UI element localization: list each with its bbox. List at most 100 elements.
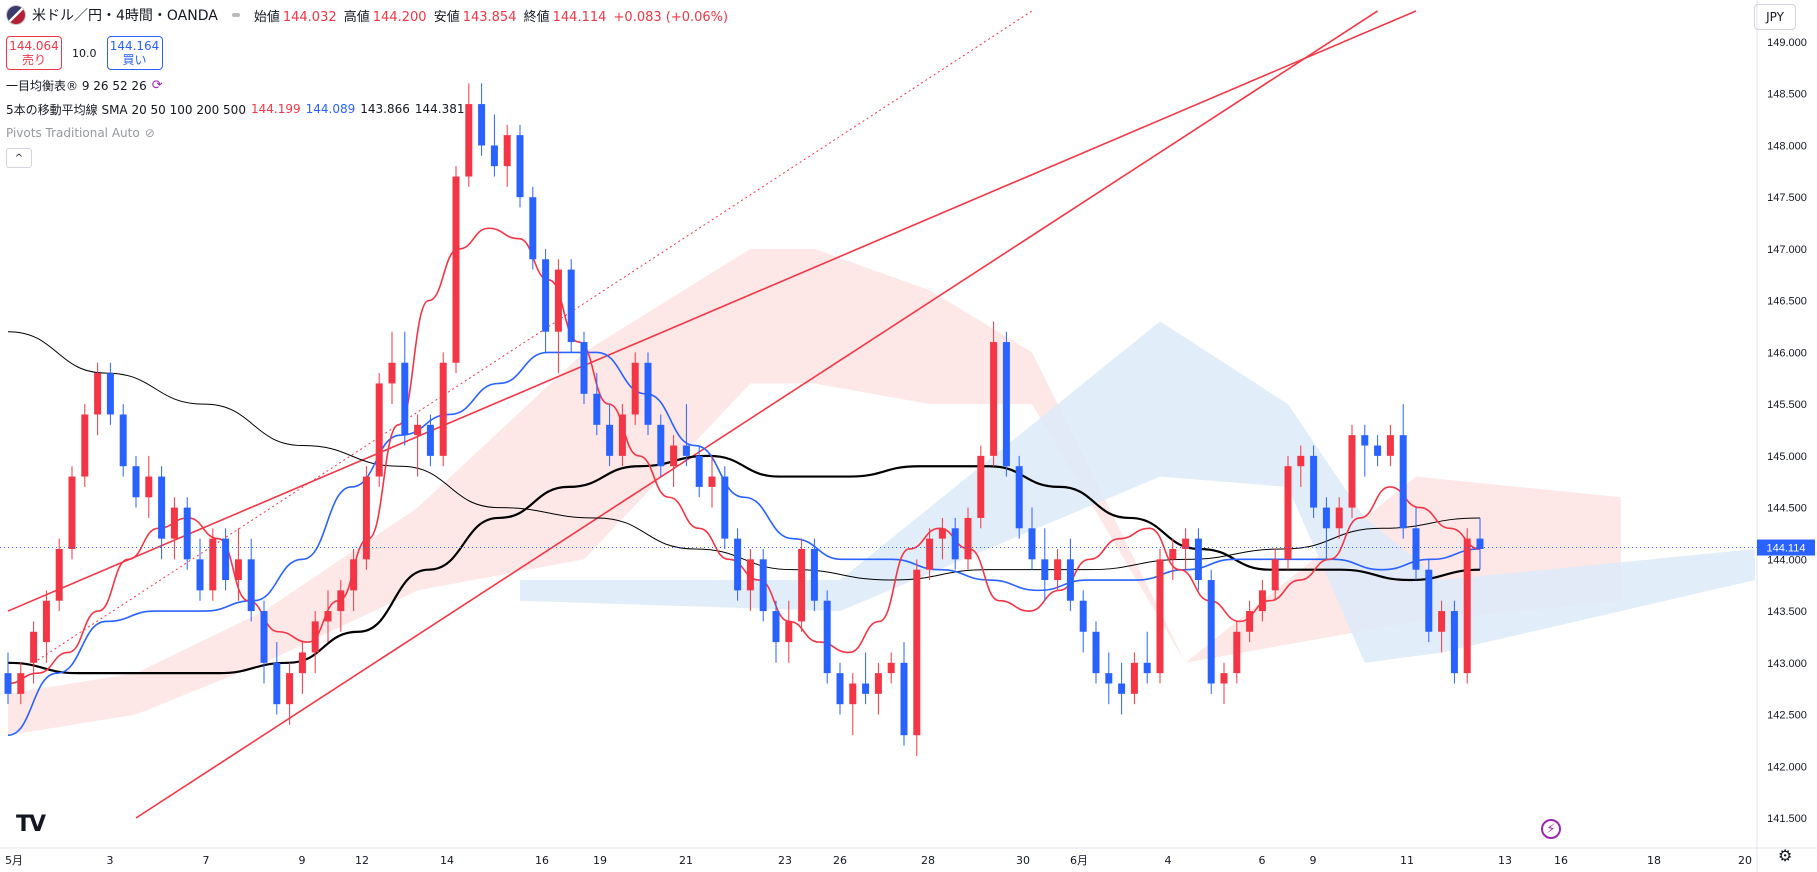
candle-body: [913, 569, 921, 736]
candle-34: [439, 352, 447, 467]
price-axis: 149.000 148.500 148.000 147.500 147.000 146.5…: [1767, 37, 1807, 825]
indicator-pivots[interactable]: Pivots Traditional Auto ⊘: [6, 126, 155, 140]
candle-75: [964, 507, 972, 570]
indicator-sma[interactable]: 5本の移動平均線 SMA 20 50 100 200 500 144.199 1…: [6, 102, 465, 117]
candle-33: [426, 414, 434, 467]
candle-45: [580, 331, 588, 405]
candle-body: [1156, 559, 1164, 674]
candle-body: [772, 611, 780, 643]
candle-body: [4, 673, 12, 694]
candle-23: [298, 642, 306, 694]
last-price-tag: 144.114: [1757, 539, 1815, 556]
candle-body: [1246, 611, 1254, 632]
tradingview-logo-icon[interactable]: TV: [16, 812, 46, 837]
gear-icon[interactable]: ⚙: [1778, 846, 1793, 865]
candle-body: [1143, 662, 1151, 674]
candle-70: [900, 642, 908, 746]
candle-90: [1156, 548, 1164, 684]
candle-93: [1194, 528, 1202, 591]
lightning-icon[interactable]: ⚡: [1541, 819, 1561, 839]
candle-38: [490, 114, 498, 177]
candle-body: [1425, 569, 1433, 632]
candle-95: [1220, 662, 1228, 705]
candle-body: [823, 600, 831, 674]
candle-91: [1169, 538, 1177, 581]
symbol-title[interactable]: 米ドル／円・4時間・OANDA: [32, 8, 218, 24]
cloud-blue: [520, 321, 1755, 663]
candle-body: [260, 611, 268, 663]
candle-28: [362, 466, 370, 570]
candle-body: [887, 662, 895, 674]
candle-body: [1412, 528, 1420, 570]
candle-65: [836, 662, 844, 715]
candle-52: [670, 435, 678, 487]
candle-92: [1182, 528, 1190, 570]
price-tick: 145.500: [1767, 399, 1807, 411]
date-tick: 4: [1165, 854, 1172, 867]
candle-25: [324, 590, 332, 643]
sell-button[interactable]: 144.064 売り: [6, 36, 62, 70]
candle-body: [1169, 548, 1177, 560]
trendline-2: [33, 10, 1033, 664]
buy-button[interactable]: 144.164 買い: [106, 36, 163, 70]
sma-200-line: [7, 331, 1481, 581]
eye-hidden-icon[interactable]: ⊘: [144, 126, 155, 140]
date-tick: 9: [299, 854, 306, 867]
price-tick: 143.500: [1767, 606, 1807, 618]
date-tick: 16: [535, 854, 549, 867]
candle-10: [132, 455, 140, 508]
candle-83: [1066, 538, 1074, 612]
candle-body: [849, 683, 857, 705]
indicator-ichimoku[interactable]: 一目均衡表® 9 26 52 26 ⟳: [6, 77, 163, 93]
candle-26: [337, 580, 345, 632]
candle-110: [1412, 507, 1420, 581]
collapse-legend-button[interactable]: ^: [6, 148, 32, 168]
candle-body: [401, 362, 409, 436]
candle-body: [1220, 673, 1228, 684]
last-price-label: 144.114: [1767, 543, 1806, 555]
candle-107: [1374, 435, 1382, 467]
candle-body: [145, 476, 153, 498]
usd-jpy-flag-icon: [6, 5, 26, 25]
candle-body: [375, 383, 383, 477]
candle-body: [874, 673, 882, 694]
date-tick: 7: [203, 854, 210, 867]
candle-body: [503, 135, 511, 167]
trendline-1: [135, 10, 1379, 819]
candle-body: [1066, 559, 1074, 601]
candle-97: [1246, 600, 1254, 643]
cloud-red: [8, 248, 1621, 736]
candle-body: [1207, 580, 1215, 684]
candle-31: [401, 331, 409, 446]
candle-35: [452, 166, 460, 374]
price-tick: 144.500: [1767, 503, 1807, 515]
candle-body: [900, 662, 908, 736]
candle-59: [759, 548, 767, 622]
candle-98: [1258, 580, 1266, 622]
candle-body: [644, 362, 652, 425]
candle-body: [1054, 559, 1062, 581]
candle-73: [938, 517, 946, 560]
candle-36: [465, 83, 473, 187]
candle-body: [55, 548, 63, 601]
date-tick: 30: [1016, 854, 1030, 867]
candle-3: [42, 590, 50, 663]
candle-21: [273, 642, 281, 715]
candle-body: [1348, 435, 1356, 508]
candle-body: [1450, 611, 1458, 674]
currency-selector[interactable]: JPY: [1754, 4, 1796, 30]
date-tick: 23: [778, 854, 792, 867]
candle-114: [1463, 528, 1471, 684]
date-tick: 21: [679, 854, 693, 867]
candle-81: [1041, 528, 1049, 601]
candle-body: [1041, 559, 1049, 581]
open-value: 144.032: [282, 9, 337, 25]
candle-body: [1105, 673, 1113, 684]
candle-27: [350, 548, 358, 612]
candle-body: [810, 548, 818, 601]
candle-78: [1002, 331, 1010, 477]
candle-body: [1476, 538, 1484, 549]
candle-body: [1399, 435, 1407, 529]
date-tick: 16: [1554, 854, 1568, 867]
